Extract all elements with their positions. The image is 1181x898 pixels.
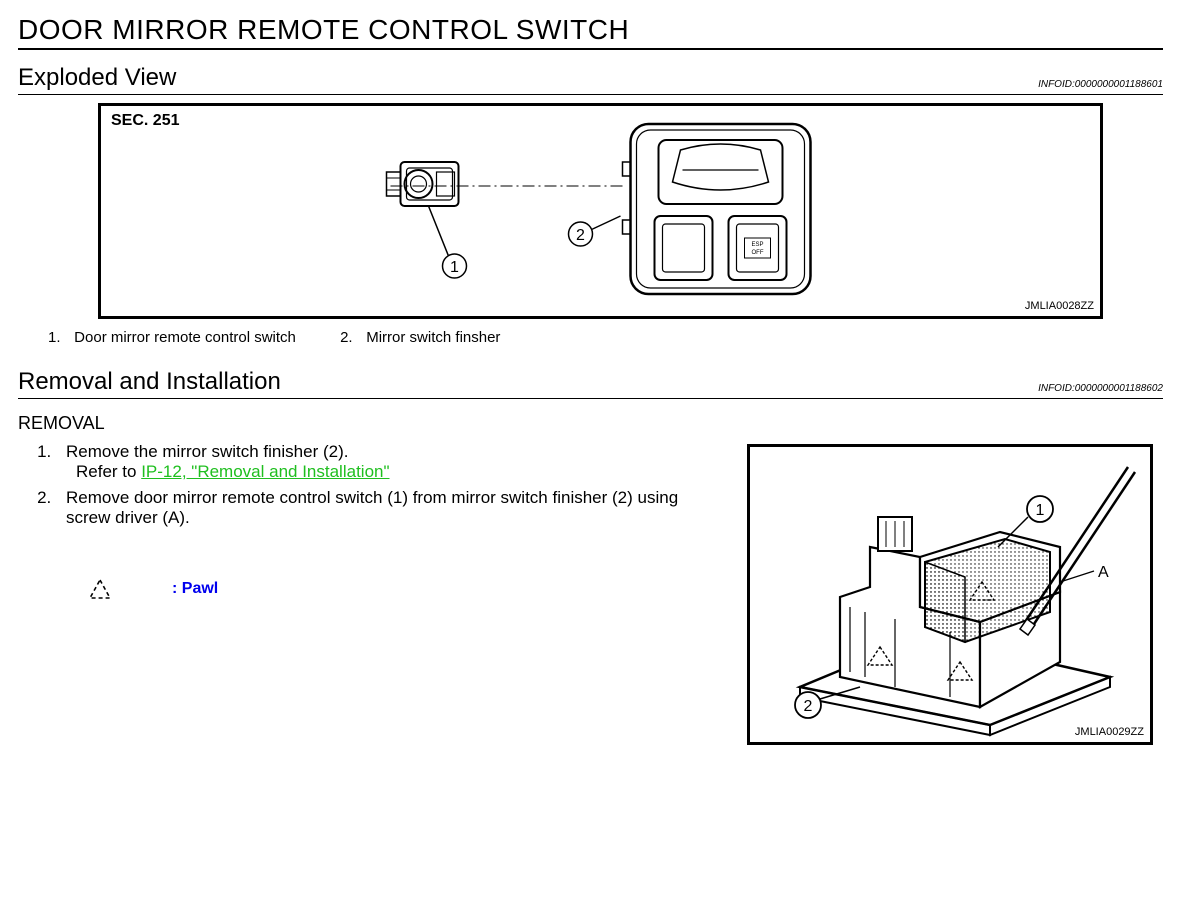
- sec-label: SEC. 251: [111, 112, 179, 130]
- svg-text:A: A: [1098, 564, 1109, 581]
- part-2-label: Mirror switch finsher: [366, 329, 500, 346]
- part-1-num: 1.: [48, 329, 70, 346]
- infoid-1: INFOID:0000000001188601: [1038, 79, 1163, 94]
- callout-2: 2: [576, 227, 585, 244]
- exploded-view-diagram: SEC. 251 ESP OFF: [98, 103, 1103, 319]
- ref-link-ip12[interactable]: IP-12, "Removal and Installation": [141, 462, 389, 481]
- svg-text:1: 1: [1036, 502, 1045, 519]
- svg-text:OFF: OFF: [752, 250, 764, 256]
- svg-text:2: 2: [804, 698, 813, 715]
- removal-svg: 1 A 2: [750, 447, 1150, 742]
- svg-text:ESP: ESP: [751, 242, 763, 248]
- section-exploded-view-header: Exploded View INFOID:0000000001188601: [18, 64, 1163, 95]
- step-1-text: Remove the mirror switch finisher (2).: [66, 442, 348, 461]
- pawl-triangle-icon: [88, 578, 112, 600]
- removal-steps: Remove the mirror switch finisher (2). R…: [28, 442, 727, 528]
- part-1-label: Door mirror remote control switch: [74, 329, 296, 346]
- step-1: Remove the mirror switch finisher (2). R…: [56, 442, 727, 482]
- step-2: Remove door mirror remote control switch…: [56, 488, 727, 528]
- section-title-removal: Removal and Installation: [18, 368, 281, 398]
- removal-subheading: REMOVAL: [18, 413, 1163, 434]
- diagram-code-1: JMLIA0028ZZ: [1025, 300, 1094, 312]
- part-2-num: 2.: [340, 329, 362, 346]
- step-2-text: Remove door mirror remote control switch…: [66, 488, 678, 527]
- page-title: DOOR MIRROR REMOTE CONTROL SWITCH: [18, 14, 1163, 50]
- removal-diagram: 1 A 2 JMLIA0029ZZ: [747, 444, 1153, 745]
- exploded-svg: ESP OFF 1 2: [101, 106, 1100, 316]
- pawl-legend: : Pawl: [88, 578, 727, 600]
- infoid-2: INFOID:0000000001188602: [1038, 383, 1163, 398]
- section-title-exploded: Exploded View: [18, 64, 176, 94]
- parts-list: 1. Door mirror remote control switch 2. …: [48, 329, 1163, 346]
- pawl-label: : Pawl: [172, 580, 218, 598]
- section-removal-header: Removal and Installation INFOID:00000000…: [18, 368, 1163, 399]
- step-1-refer-prefix: Refer to: [76, 462, 141, 481]
- callout-1: 1: [450, 259, 459, 276]
- diagram-code-2: JMLIA0029ZZ: [1075, 726, 1144, 738]
